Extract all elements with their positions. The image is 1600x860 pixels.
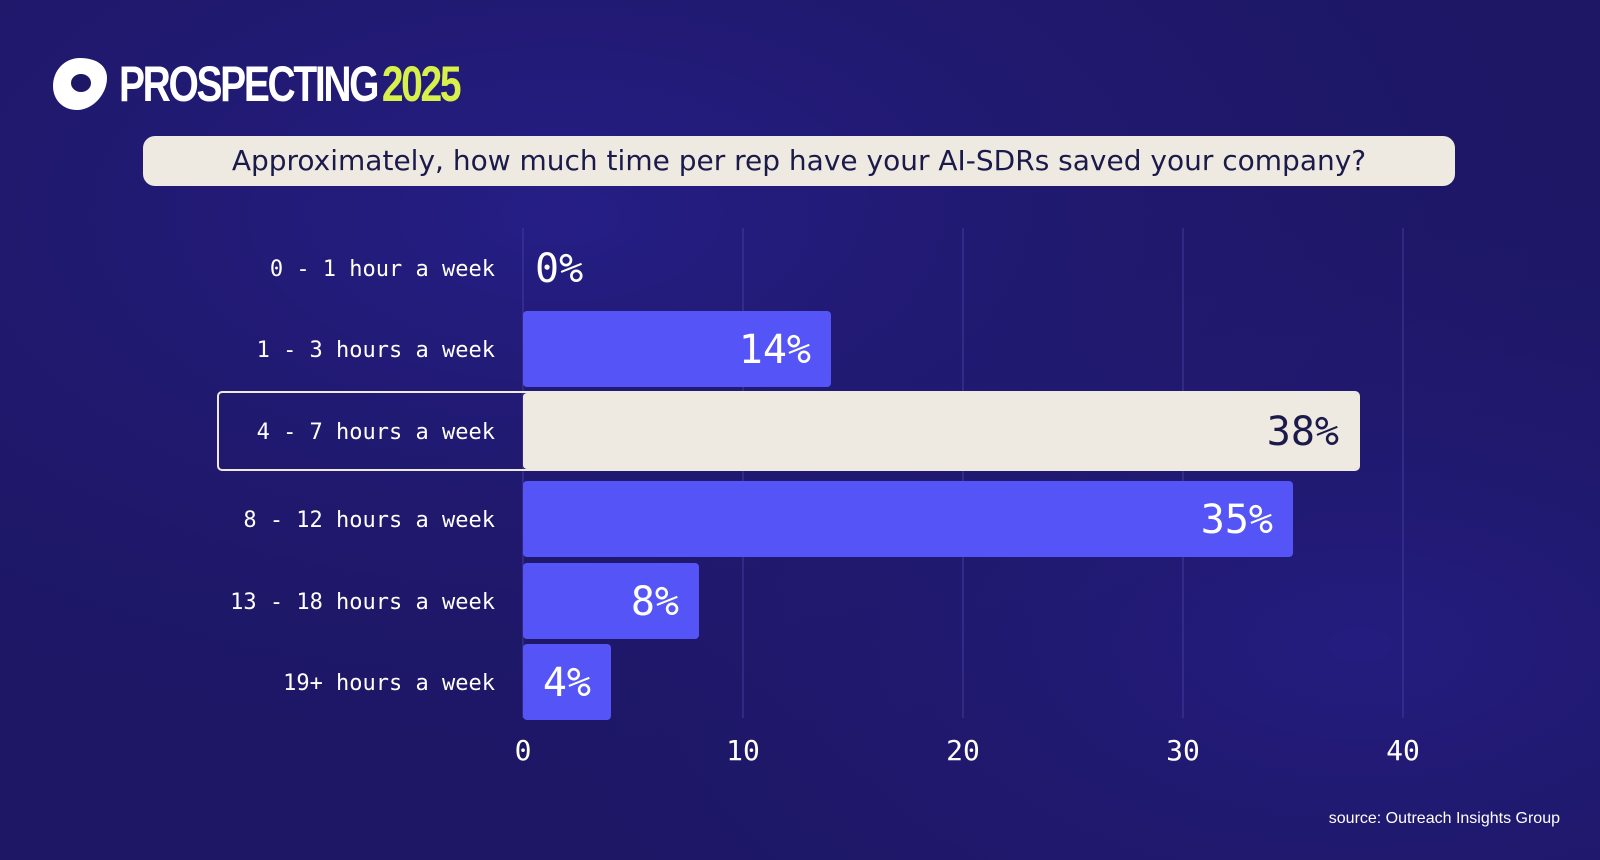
bar xyxy=(523,393,1359,469)
bar xyxy=(523,311,831,387)
value-label: 4% xyxy=(543,660,591,706)
x-tick-label: 20 xyxy=(946,734,980,767)
x-tick-label: 0 xyxy=(515,734,532,767)
value-label: 38% xyxy=(1267,409,1339,455)
category-label: 1 - 3 hours a week xyxy=(257,338,495,363)
value-label: 14% xyxy=(739,327,811,373)
x-tick-label: 10 xyxy=(726,734,760,767)
category-label: 8 - 12 hours a week xyxy=(243,508,495,533)
value-label: 35% xyxy=(1201,497,1273,543)
x-tick-label: 40 xyxy=(1386,734,1420,767)
bar-row: 4 - 7 hours a week 38% xyxy=(217,391,1360,471)
category-label: 4 - 7 hours a week xyxy=(257,420,495,445)
brand-wordmark: PROSPECTING2025 xyxy=(119,55,462,113)
bar-row: 19+ hours a week 4% xyxy=(283,644,611,720)
outreach-logo-icon xyxy=(53,58,107,110)
brand-header: PROSPECTING2025 xyxy=(51,56,555,112)
brand-year: 2025 xyxy=(381,56,462,112)
category-label: 19+ hours a week xyxy=(283,671,495,696)
category-label: 0 - 1 hour a week xyxy=(270,257,495,282)
question-banner: Approximately, how much time per rep hav… xyxy=(143,136,1455,186)
bar-row: 1 - 3 hours a week 14% xyxy=(257,311,831,387)
bar-row: 0 - 1 hour a week 0% xyxy=(270,246,583,292)
bar-row: 13 - 18 hours a week 8% xyxy=(230,563,699,639)
category-label: 13 - 18 hours a week xyxy=(230,590,495,615)
value-label: 8% xyxy=(631,579,679,625)
brand-name: PROSPECTING xyxy=(119,56,379,112)
source-note: source: Outreach Insights Group xyxy=(1328,810,1560,827)
bar xyxy=(523,481,1293,557)
bar-row: 8 - 12 hours a week 35% xyxy=(243,481,1293,557)
x-tick-label: 30 xyxy=(1166,734,1200,767)
value-label: 0% xyxy=(535,246,583,292)
bar xyxy=(523,644,611,720)
bar xyxy=(523,563,699,639)
